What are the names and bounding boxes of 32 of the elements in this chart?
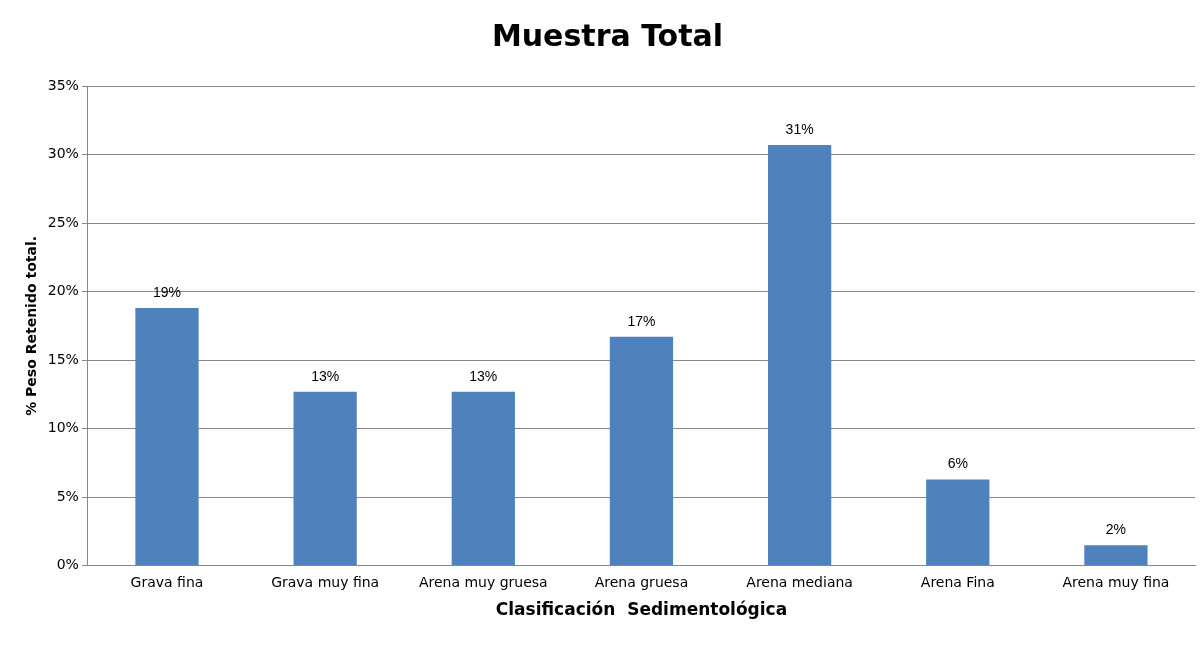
y-tick-label: 30%	[47, 145, 79, 162]
bar	[767, 144, 832, 566]
x-tick-label: Arena Fina	[920, 573, 995, 590]
data-label: 17%	[627, 312, 656, 329]
x-tick-label: Grava muy fina	[271, 573, 380, 590]
y-tick-label: 20%	[47, 282, 79, 299]
data-label: 6%	[947, 455, 968, 472]
bar	[135, 308, 199, 566]
x-tick-label: Arena muy fina	[1062, 573, 1170, 590]
x-tick-label: Grava fina	[130, 573, 204, 590]
data-label: 13%	[311, 367, 340, 384]
data-label: 2%	[1105, 521, 1127, 538]
bar	[293, 391, 357, 566]
y-tick-label: 0%	[56, 556, 79, 573]
x-tick-label: Arena mediana	[746, 573, 853, 590]
bar	[1084, 545, 1148, 566]
x-axis-title: Clasificación Sedimentológica	[495, 599, 788, 620]
y-tick-label: 5%	[56, 487, 79, 504]
chart-title: Muestra Total	[491, 17, 724, 53]
data-label: 13%	[469, 367, 498, 384]
y-tick-label: 35%	[47, 76, 79, 93]
data-label: 19%	[152, 283, 182, 300]
y-tick-label: 25%	[47, 213, 79, 230]
bar	[926, 479, 990, 566]
bar	[451, 391, 515, 566]
y-axis-title: % Peso Retenido total.	[23, 236, 40, 416]
bar	[609, 336, 674, 566]
x-tick-label: Arena muy gruesa	[418, 573, 548, 590]
y-tick-label: 10%	[47, 419, 79, 436]
data-label: 31%	[785, 120, 814, 137]
y-tick-label: 15%	[47, 350, 79, 367]
x-tick-label: Arena gruesa	[594, 573, 689, 590]
